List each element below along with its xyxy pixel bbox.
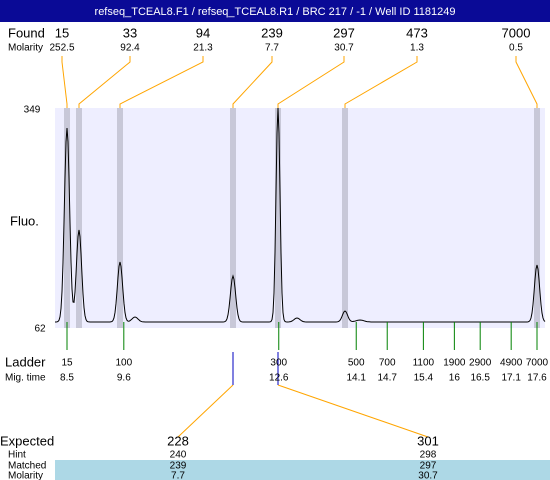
- ladder-size: 2900: [469, 358, 492, 369]
- found-molarity: 0.5: [509, 43, 523, 54]
- ladder-time: 12.6: [269, 373, 289, 384]
- peak-band: [117, 108, 123, 328]
- expected-molarity: 30.7: [418, 471, 438, 480]
- mig-time-label: Mig. time: [5, 373, 46, 384]
- ladder-time: 15.4: [414, 373, 434, 384]
- ladder-size: 500: [348, 358, 365, 369]
- expected-row-label: Matched: [8, 461, 46, 472]
- expected-matched: 297: [420, 461, 437, 472]
- found-molarity: 92.4: [120, 43, 140, 54]
- found-size: 297: [333, 25, 355, 40]
- matched-band: [55, 460, 550, 480]
- found-size: 473: [406, 25, 428, 40]
- peak-connector: [78, 56, 131, 108]
- ladder-time: 14.1: [346, 373, 366, 384]
- ladder-time: 16: [449, 373, 461, 384]
- peak-band: [534, 108, 540, 328]
- ladder-size: 700: [379, 358, 396, 369]
- found-molarity: 21.3: [193, 43, 213, 54]
- peak-band: [275, 108, 281, 328]
- found-molarity: 1.3: [410, 43, 424, 54]
- peak-connector: [277, 56, 345, 108]
- found-size: 33: [123, 25, 137, 40]
- found-size: 94: [196, 25, 210, 40]
- y-max: 349: [24, 105, 41, 116]
- found-molarity: 7.7: [265, 43, 279, 54]
- peak-connector: [515, 56, 538, 108]
- found-size: 239: [261, 25, 283, 40]
- peak-connector: [119, 56, 204, 108]
- found-molarity: 252.5: [49, 43, 74, 54]
- ladder-size: 1900: [443, 358, 466, 369]
- ladder-time: 9.6: [117, 373, 131, 384]
- ladder-size: 7000: [526, 358, 549, 369]
- peak-connector: [344, 56, 418, 108]
- molarity-label: Molarity: [8, 43, 43, 54]
- ladder-time: 17.6: [527, 373, 547, 384]
- ladder-time: 16.5: [470, 373, 490, 384]
- y-label: Fluo.: [10, 213, 39, 228]
- ladder-size: 1100: [413, 358, 435, 369]
- ladder-size: 100: [115, 358, 132, 369]
- expected-matched: 239: [170, 461, 187, 472]
- ladder-time: 14.7: [377, 373, 397, 384]
- trace: [55, 107, 546, 323]
- connector: [177, 384, 234, 438]
- found-molarity: 30.7: [334, 43, 354, 54]
- ladder-size: 4900: [500, 358, 523, 369]
- title-bar: [0, 0, 550, 22]
- y-min: 62: [34, 324, 46, 335]
- peak-band: [76, 108, 82, 328]
- expected-expected: 228: [167, 433, 189, 448]
- connector: [277, 384, 429, 438]
- expected-hint: 240: [170, 450, 187, 461]
- expected-molarity: 7.7: [171, 471, 185, 480]
- title: refseq_TCEAL8.F1 / refseq_TCEAL8.R1 / BR…: [95, 6, 456, 18]
- peak-connector: [61, 56, 68, 108]
- found-size: 15: [55, 25, 69, 40]
- expected-row-label: Hint: [8, 450, 26, 461]
- ladder-label: Ladder: [5, 354, 46, 369]
- ladder-size: 300: [270, 358, 287, 369]
- found-label: Found: [8, 25, 45, 40]
- peak-connector: [232, 56, 273, 108]
- plot-area: [55, 108, 545, 328]
- expected-hint: 298: [420, 450, 437, 461]
- ladder-size: 15: [61, 358, 73, 369]
- peak-band: [64, 108, 70, 328]
- expected-expected: 301: [417, 433, 439, 448]
- peak-band: [342, 108, 348, 328]
- ladder-time: 8.5: [60, 373, 74, 384]
- found-size: 7000: [502, 25, 531, 40]
- ladder-time: 17.1: [501, 373, 521, 384]
- expected-row-label: Molarity: [8, 471, 43, 480]
- expected-row-label: Expected: [0, 433, 54, 448]
- peak-band: [230, 108, 236, 328]
